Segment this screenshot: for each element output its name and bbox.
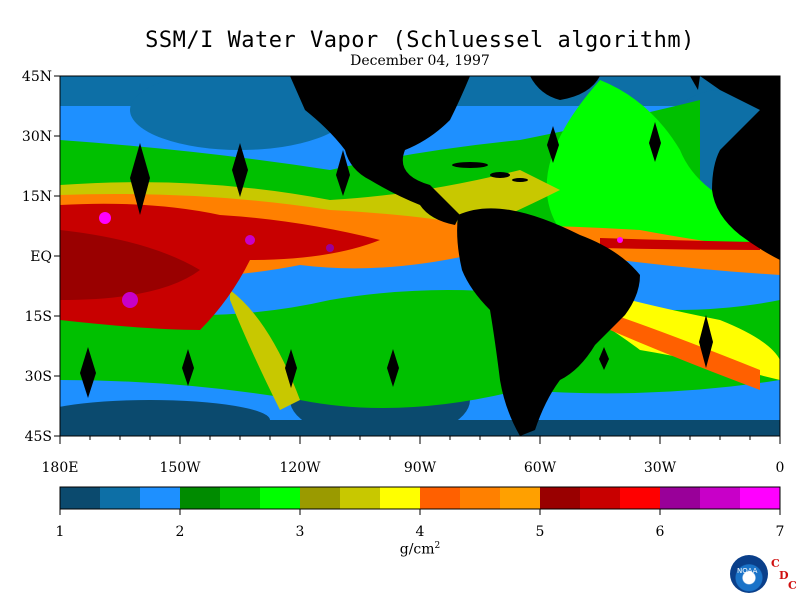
lon-label: 120W bbox=[279, 460, 321, 476]
colorbar-swatch bbox=[660, 487, 700, 509]
colorbar-swatch bbox=[140, 487, 180, 509]
colorbar-swatch bbox=[420, 487, 460, 509]
lat-label: 45S bbox=[25, 429, 52, 445]
colorbar-swatch bbox=[60, 487, 100, 509]
colorbar-label: 5 bbox=[535, 524, 545, 540]
lat-label: EQ bbox=[30, 249, 52, 265]
units-superscript: 2 bbox=[434, 541, 441, 551]
lat-label: 45N bbox=[22, 69, 52, 85]
lon-label: 90W bbox=[404, 460, 437, 476]
colorbar-swatch bbox=[300, 487, 340, 509]
colorbar-swatch bbox=[340, 487, 380, 509]
colorbar-label: 3 bbox=[295, 524, 305, 540]
colorbar-units: g/cm2 bbox=[400, 541, 441, 558]
colorbar-label: 1 bbox=[55, 524, 65, 540]
colorbar-swatch bbox=[260, 487, 300, 509]
colorbar-swatch bbox=[540, 487, 580, 509]
colorbar-swatch bbox=[740, 487, 780, 509]
colorbar bbox=[59, 486, 781, 515]
lat-label: 15S bbox=[25, 309, 52, 325]
lon-label: 30W bbox=[644, 460, 677, 476]
latitude-labels: 45N 30N 15N EQ 15S 30S 45S bbox=[22, 69, 52, 445]
colorbar-swatch bbox=[220, 487, 260, 509]
colorbar-label: 6 bbox=[655, 524, 665, 540]
colorbar-label: 4 bbox=[415, 524, 425, 540]
lon-label: 180E bbox=[42, 460, 79, 476]
colorbar-swatch bbox=[500, 487, 540, 509]
noaa-logo bbox=[730, 555, 768, 593]
colorbar-swatch bbox=[460, 487, 500, 509]
colorbar-swatch bbox=[620, 487, 660, 509]
colorbar-label: 2 bbox=[175, 524, 185, 540]
chart-title: SSM/I Water Vapor (Schluessel algorithm) bbox=[145, 28, 695, 53]
colorbar-label: 7 bbox=[775, 524, 785, 540]
colorbar-swatch bbox=[100, 487, 140, 509]
colorbar-swatch bbox=[180, 487, 220, 509]
map-field bbox=[60, 76, 780, 436]
noaa-logo-text: NOAA bbox=[737, 567, 758, 575]
cdc-letter-3: C bbox=[788, 579, 797, 592]
colorbar-swatch bbox=[580, 487, 620, 509]
units-text: g/cm bbox=[399, 541, 435, 558]
longitude-labels: 180E 150W 120W 90W 60W 30W 0 bbox=[42, 460, 785, 476]
colorbar-swatch bbox=[700, 487, 740, 509]
colorbar-swatch bbox=[380, 487, 420, 509]
lat-label: 15N bbox=[22, 189, 52, 205]
cdc-letter-1: C bbox=[771, 557, 780, 570]
axis-ticks bbox=[54, 75, 781, 444]
lon-label: 0 bbox=[776, 460, 785, 476]
chart-subtitle: December 04, 1997 bbox=[350, 53, 490, 69]
cdc-letter-2: D bbox=[779, 569, 789, 582]
lon-label: 60W bbox=[524, 460, 557, 476]
lat-label: 30N bbox=[22, 129, 52, 145]
lon-label: 150W bbox=[159, 460, 201, 476]
lat-label: 30S bbox=[25, 369, 52, 385]
